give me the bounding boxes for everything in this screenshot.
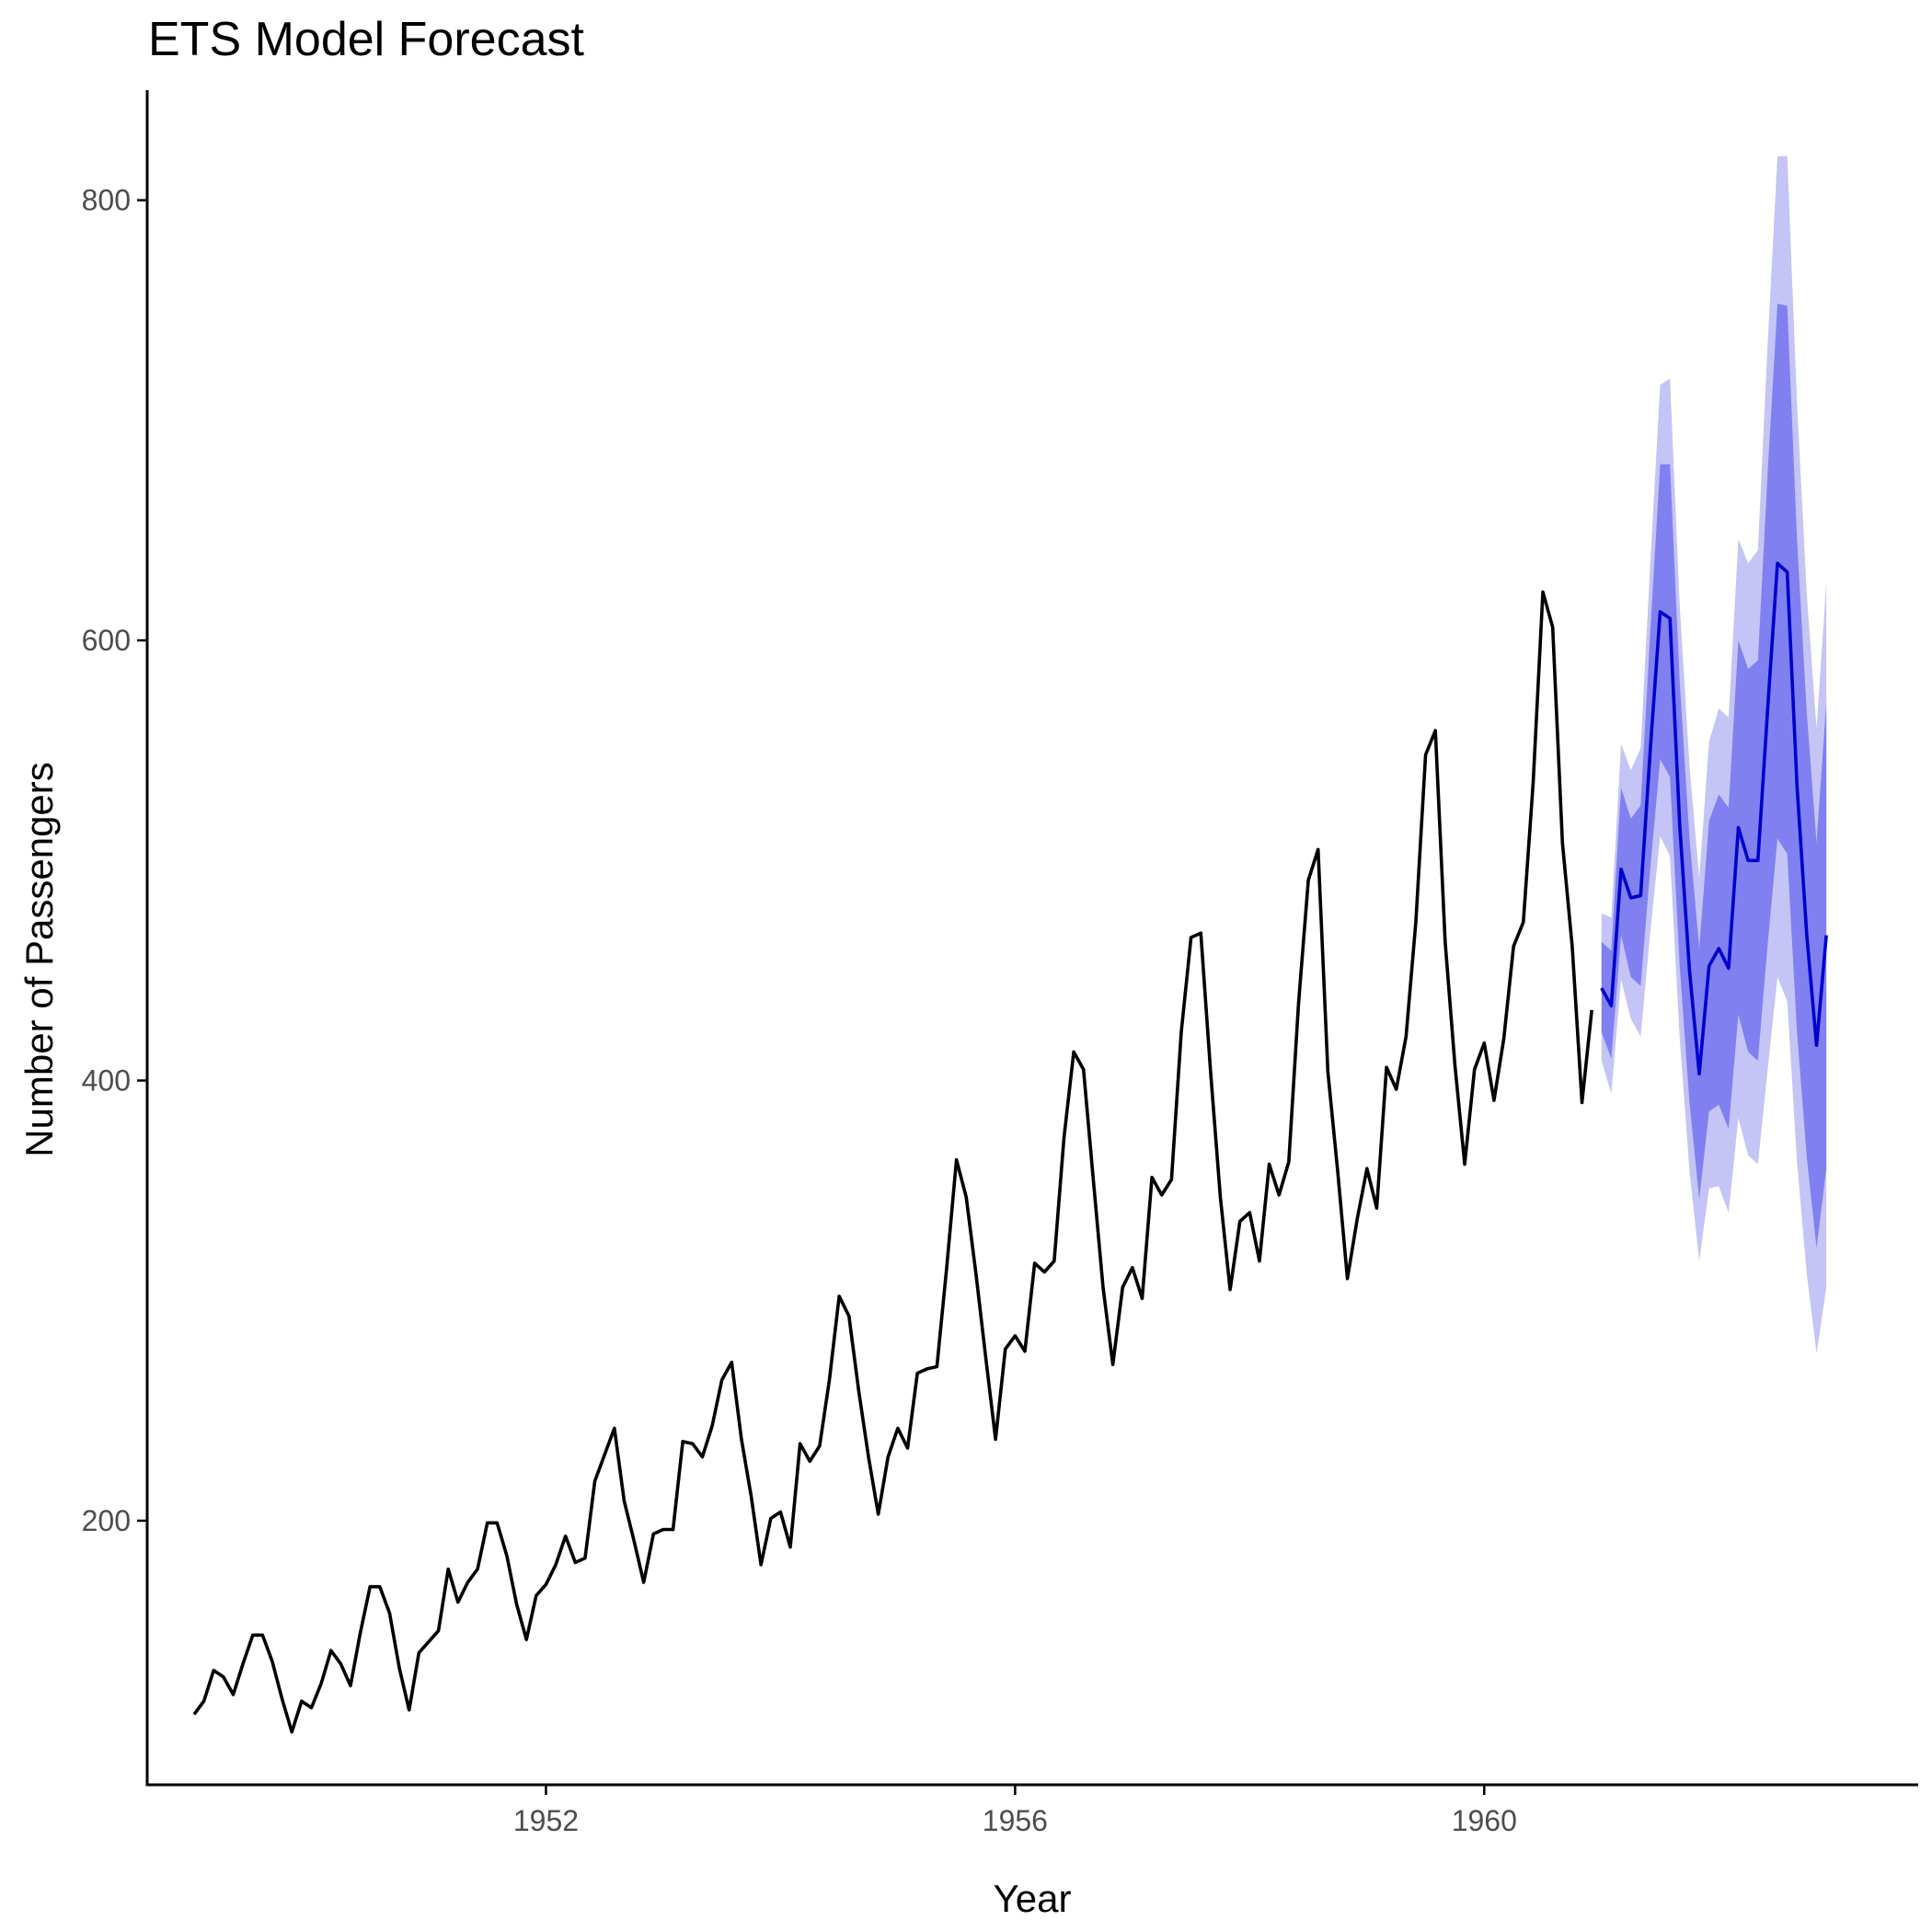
chart-title: ETS Model Forecast [148,13,584,66]
prediction-interval-80 [1601,304,1827,1248]
x-tick-label: 1952 [513,1804,579,1837]
x-axis-title: Year [994,1877,1072,1920]
y-tick-label: 600 [82,624,131,657]
x-tick-label: 1956 [983,1804,1048,1837]
interval-80-area [1601,304,1827,1248]
series-lines [192,561,1828,1734]
y-tick-label: 400 [82,1064,131,1097]
y-tick-label: 800 [82,184,131,217]
history-line [192,590,1593,1734]
x-axis-ticks: 1952 1956 1960 [513,1785,1517,1837]
y-tick-label: 200 [82,1504,131,1537]
y-axis-ticks: 200 400 600 800 [82,184,147,1537]
forecast-line [1600,561,1828,1076]
y-axis-title: Number of Passengers [17,762,61,1157]
x-tick-label: 1960 [1452,1804,1517,1837]
